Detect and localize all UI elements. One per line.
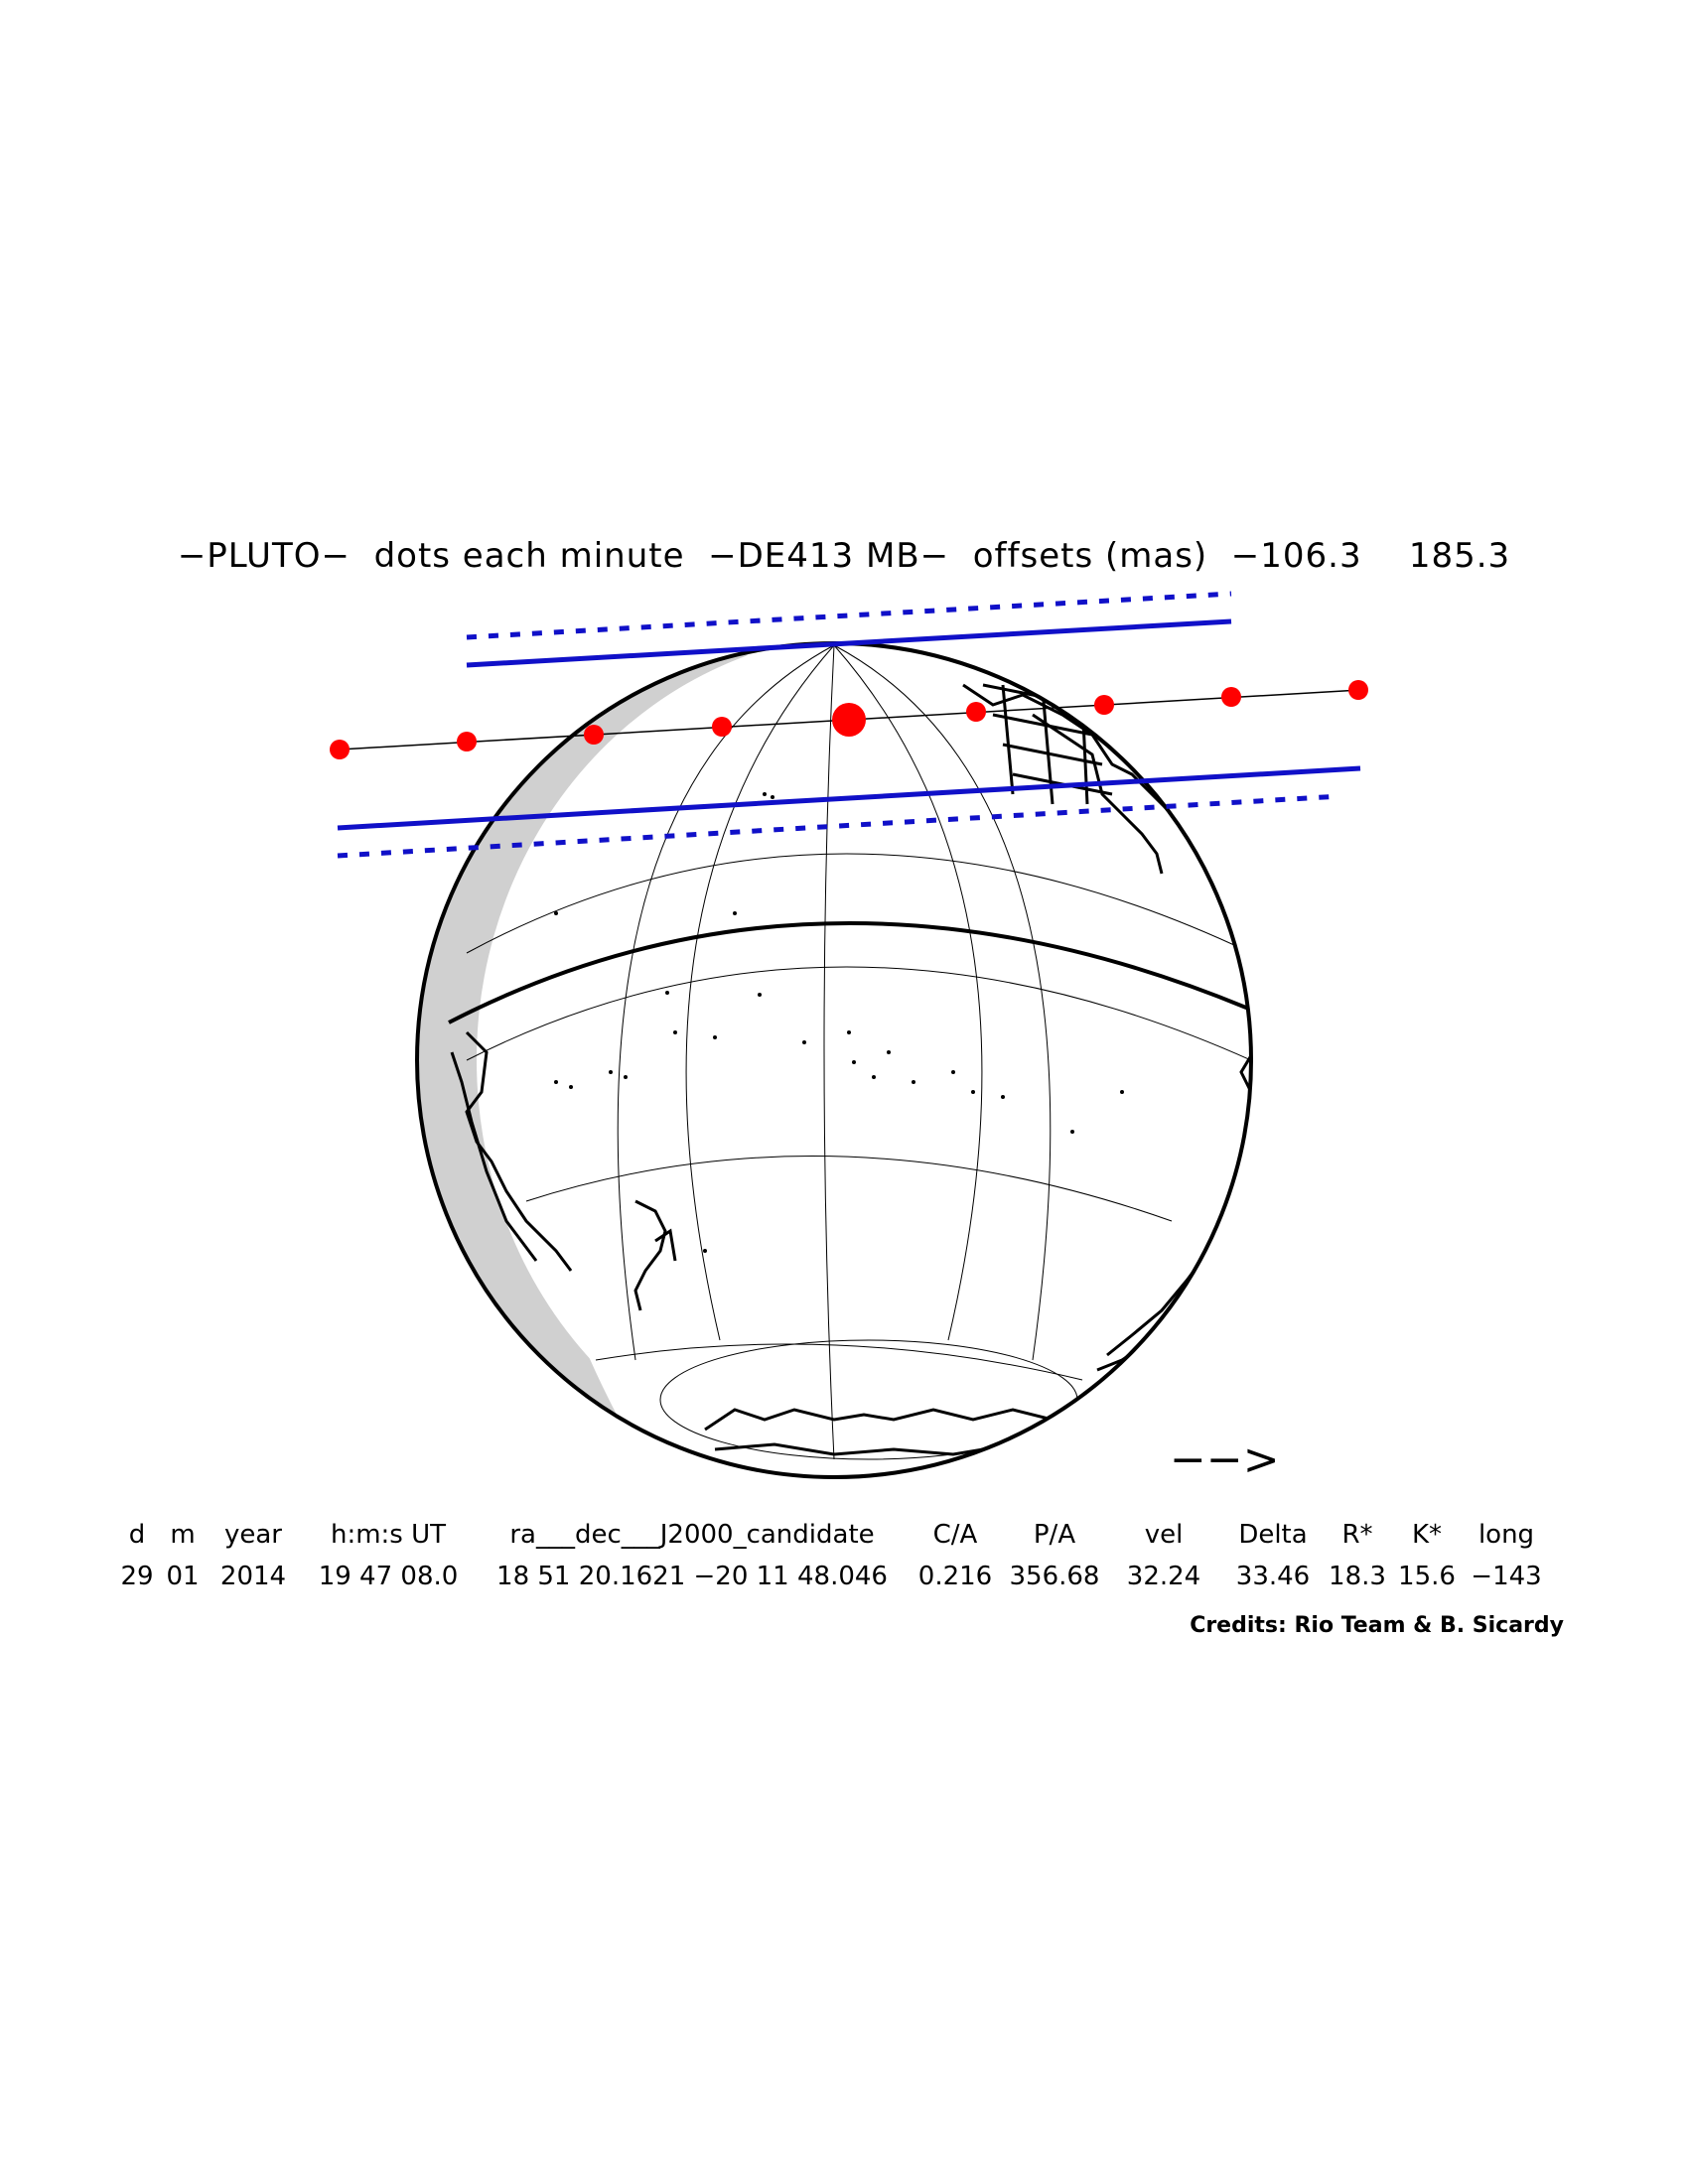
value-m: 01 [166,1562,200,1591]
value-ca: 0.216 [917,1562,993,1591]
minute-dot [966,702,986,722]
value-long: −143 [1471,1562,1542,1591]
pacific-islands [554,792,1124,1253]
shadow-path-limits [337,591,1361,859]
header-kstar: K* [1411,1520,1443,1550]
night-terminator-shade [417,650,755,1449]
south-shadow-limit [337,765,1361,831]
occultation-parameters-table: d m year h:m:s UT ra___dec___J2000_candi… [117,1514,1551,1597]
minute-dot [457,732,477,751]
minute-dots [330,680,1368,759]
value-year: 2014 [219,1562,287,1591]
minute-dot [712,717,732,737]
direction-arrow: −−> [1170,1434,1280,1485]
south-uncertainty-limit [337,793,1341,859]
header-long: long [1477,1520,1535,1550]
params-header-row: d m year h:m:s UT ra___dec___J2000_candi… [117,1514,1551,1556]
value-delta: 33.46 [1235,1562,1311,1591]
value-pa: 356.68 [1009,1562,1100,1591]
header-year: year [223,1520,282,1550]
header-m: m [170,1520,196,1550]
minute-dot [1348,680,1368,700]
header-hms: h:m:s UT [330,1520,447,1550]
value-vel: 32.24 [1126,1562,1201,1591]
value-d: 29 [120,1562,154,1591]
north-shadow-limit [466,618,1232,668]
header-d: d [128,1520,146,1550]
map-title: −PLUTO− dots each minute −DE413 MB− offs… [177,536,1511,576]
north-uncertainty-limit [466,591,1232,640]
header-radec: ra___dec___J2000_candidate [509,1520,875,1550]
minute-dot [1094,695,1114,715]
graticule [466,644,1251,1460]
value-kstar: 15.6 [1398,1562,1456,1591]
equator-line [448,921,1251,1024]
value-radec: 18 51 20.1621 −20 11 48.046 [496,1562,888,1591]
value-rstar: 18.3 [1329,1562,1386,1591]
params-value-row: 29 01 2014 19 47 08.0 18 51 20.1621 −20 … [117,1556,1551,1597]
value-hms: 19 47 08.0 [318,1562,459,1591]
header-ca: C/A [932,1520,978,1550]
closest-approach-dot [832,703,866,737]
header-pa: P/A [1033,1520,1076,1550]
header-rstar: R* [1341,1520,1373,1550]
minute-dot [584,725,604,745]
header-vel: vel [1144,1520,1184,1550]
header-delta: Delta [1238,1520,1308,1550]
minute-dot [1221,687,1241,707]
credits-text: Credits: Rio Team & B. Sicardy [1190,1613,1564,1638]
minute-dot [330,740,350,759]
